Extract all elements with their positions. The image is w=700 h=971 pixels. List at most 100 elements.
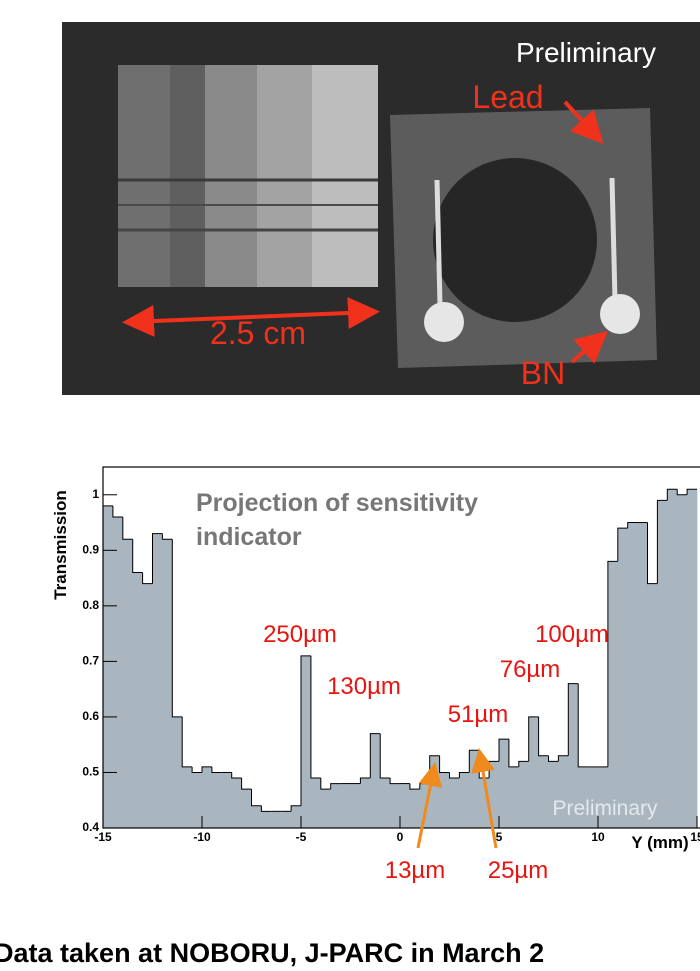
sensitivity-indicator bbox=[390, 108, 657, 368]
histogram-bar bbox=[370, 733, 381, 828]
histogram-outline bbox=[260, 805, 272, 812]
preliminary-label: Preliminary bbox=[516, 37, 656, 68]
histogram-outline bbox=[181, 716, 193, 768]
histogram-outline bbox=[330, 783, 341, 790]
histogram-bar bbox=[637, 522, 648, 828]
y-tick-label: 0.5 bbox=[82, 765, 99, 779]
histogram-bar bbox=[301, 655, 312, 828]
histogram-bar bbox=[162, 539, 173, 828]
histogram-bar bbox=[172, 716, 183, 828]
histogram-outline bbox=[548, 755, 559, 762]
histogram-bar bbox=[528, 716, 539, 828]
y-tick-label: 0.4 bbox=[82, 820, 99, 834]
annotation: 13µm bbox=[385, 857, 446, 884]
radiograph: Preliminary Lead 2.5 cm BN bbox=[62, 22, 700, 395]
y-tick-label: 0.9 bbox=[82, 542, 99, 556]
histogram-bar bbox=[607, 561, 619, 828]
histogram-outline bbox=[458, 771, 470, 779]
histogram-outline bbox=[290, 805, 301, 812]
histogram-bar bbox=[400, 783, 411, 828]
histogram-outline bbox=[567, 683, 579, 756]
annotation: 130µm bbox=[327, 673, 401, 700]
histogram-bar bbox=[291, 805, 302, 828]
caption: Data taken at NOBORU, J-PARC in March 2 bbox=[0, 938, 545, 968]
chart-subtitle: Projection of sensitivity indicator bbox=[196, 489, 479, 551]
x-tick-label: -15 bbox=[94, 830, 112, 844]
y-tick-label: 0.8 bbox=[82, 598, 99, 612]
annotation: 100µm bbox=[535, 621, 609, 648]
histogram-outline bbox=[171, 539, 183, 718]
histogram-outline bbox=[518, 760, 529, 767]
histogram-bar bbox=[667, 489, 678, 828]
chart: -15 -10 -5 0 5 10 15 0.4 0.5 0.6 0.7 0.8 0.9 1 Transm… bbox=[51, 466, 700, 884]
step-wedge bbox=[118, 65, 378, 287]
histogram-bar bbox=[489, 761, 500, 828]
bn-arrow bbox=[570, 330, 609, 364]
histogram-bar bbox=[479, 778, 490, 828]
histogram-bar bbox=[449, 778, 460, 828]
histogram-bar bbox=[568, 683, 579, 828]
histogram-bar bbox=[350, 783, 361, 828]
plot-frame bbox=[102, 466, 700, 829]
histogram-bar bbox=[518, 761, 530, 828]
histogram-outline bbox=[201, 766, 212, 773]
histogram-bar bbox=[429, 755, 440, 828]
histogram-outline bbox=[607, 560, 618, 767]
histogram-outline bbox=[132, 539, 143, 574]
histogram-bar bbox=[439, 772, 450, 828]
histogram-bar bbox=[261, 811, 272, 828]
histogram-bar bbox=[281, 811, 292, 828]
histogram-outline bbox=[379, 733, 391, 779]
histogram-outline bbox=[389, 778, 400, 785]
histogram-bar bbox=[360, 778, 371, 828]
histogram-bar bbox=[390, 783, 401, 828]
histogram-bar bbox=[459, 772, 470, 828]
histogram-outline bbox=[161, 533, 173, 540]
histogram-bar bbox=[598, 766, 609, 828]
histogram-outline bbox=[122, 516, 133, 540]
histogram-bar bbox=[330, 783, 341, 828]
histogram-outline bbox=[538, 716, 549, 757]
annotation: 25µm bbox=[488, 857, 549, 884]
histogram-outline bbox=[557, 755, 569, 762]
scale-label: 2.5 cm bbox=[210, 315, 306, 351]
histogram-outline bbox=[508, 739, 519, 768]
scale-arrow bbox=[122, 297, 380, 337]
histogram-bar bbox=[687, 489, 698, 828]
histogram-bar bbox=[677, 494, 688, 828]
histogram-bar bbox=[142, 583, 153, 828]
histogram-bar bbox=[548, 761, 559, 828]
histogram-bar bbox=[320, 789, 332, 828]
histogram-outline bbox=[310, 655, 321, 779]
preliminary-watermark: Preliminary bbox=[552, 797, 658, 820]
histogram-outline bbox=[152, 533, 163, 584]
histogram-outline bbox=[498, 738, 509, 762]
histogram-outline bbox=[676, 489, 688, 496]
x-tick-label: -5 bbox=[296, 830, 307, 844]
histogram-outline bbox=[320, 778, 331, 790]
histogram-outline bbox=[142, 572, 153, 585]
histogram-bar bbox=[657, 500, 668, 828]
histogram-bar bbox=[241, 789, 252, 828]
histogram-outline bbox=[300, 655, 311, 806]
histogram-bar bbox=[627, 522, 638, 828]
histogram-bar bbox=[202, 766, 213, 828]
histogram-outline bbox=[241, 778, 252, 790]
histogram-bar bbox=[221, 772, 233, 828]
histogram-bar bbox=[578, 766, 589, 828]
x-tick-label: 5 bbox=[496, 830, 503, 844]
lead-arrow bbox=[563, 100, 604, 144]
histogram-outline bbox=[686, 488, 697, 495]
histogram-outline bbox=[449, 772, 460, 779]
annotation-arrow bbox=[416, 762, 443, 849]
histogram-outline bbox=[627, 522, 638, 529]
histogram-bar bbox=[251, 805, 262, 828]
histogram-outline bbox=[409, 783, 420, 790]
histogram-bar bbox=[538, 755, 549, 828]
histogram-outline bbox=[369, 733, 381, 779]
histogram-outline bbox=[191, 766, 202, 773]
histogram-outline bbox=[251, 789, 262, 807]
histogram-bar bbox=[617, 528, 629, 828]
annotation-arrow bbox=[471, 748, 498, 849]
